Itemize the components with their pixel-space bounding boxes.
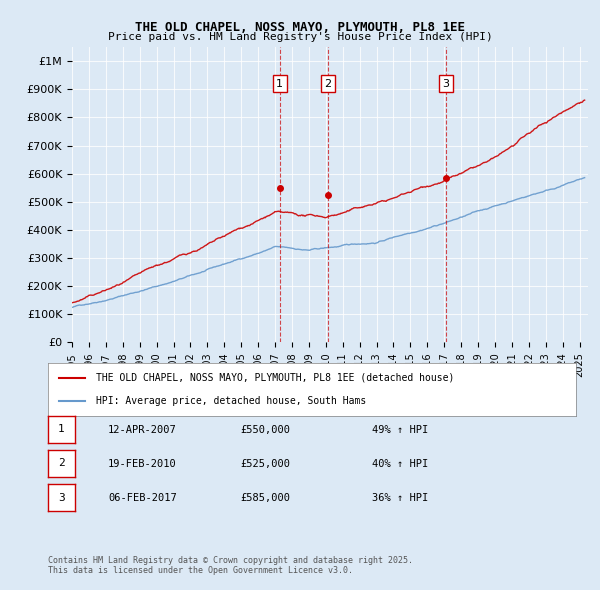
Text: 06-FEB-2017: 06-FEB-2017 bbox=[108, 493, 177, 503]
Text: 3: 3 bbox=[442, 78, 449, 88]
Text: THE OLD CHAPEL, NOSS MAYO, PLYMOUTH, PL8 1EE: THE OLD CHAPEL, NOSS MAYO, PLYMOUTH, PL8… bbox=[135, 21, 465, 34]
Text: 19-FEB-2010: 19-FEB-2010 bbox=[108, 459, 177, 468]
Text: £525,000: £525,000 bbox=[240, 459, 290, 468]
Text: THE OLD CHAPEL, NOSS MAYO, PLYMOUTH, PL8 1EE (detached house): THE OLD CHAPEL, NOSS MAYO, PLYMOUTH, PL8… bbox=[95, 373, 454, 383]
Text: HPI: Average price, detached house, South Hams: HPI: Average price, detached house, Sout… bbox=[95, 396, 366, 406]
Text: 3: 3 bbox=[58, 493, 65, 503]
Text: Price paid vs. HM Land Registry's House Price Index (HPI): Price paid vs. HM Land Registry's House … bbox=[107, 32, 493, 42]
Text: Contains HM Land Registry data © Crown copyright and database right 2025.
This d: Contains HM Land Registry data © Crown c… bbox=[48, 556, 413, 575]
Text: £585,000: £585,000 bbox=[240, 493, 290, 503]
Text: 40% ↑ HPI: 40% ↑ HPI bbox=[372, 459, 428, 468]
Text: 1: 1 bbox=[58, 424, 65, 434]
Text: 36% ↑ HPI: 36% ↑ HPI bbox=[372, 493, 428, 503]
Text: 2: 2 bbox=[58, 458, 65, 468]
Text: 12-APR-2007: 12-APR-2007 bbox=[108, 425, 177, 434]
Text: 2: 2 bbox=[325, 78, 332, 88]
Text: 1: 1 bbox=[276, 78, 283, 88]
Text: 49% ↑ HPI: 49% ↑ HPI bbox=[372, 425, 428, 434]
Text: £550,000: £550,000 bbox=[240, 425, 290, 434]
